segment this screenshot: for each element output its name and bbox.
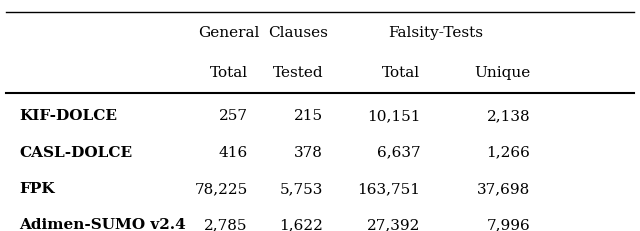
Text: 2,785: 2,785 <box>204 217 248 231</box>
Text: Clauses: Clauses <box>268 26 328 40</box>
Text: General: General <box>198 26 260 40</box>
Text: CASL-DOLCE: CASL-DOLCE <box>19 145 132 159</box>
Text: 1,622: 1,622 <box>279 217 323 231</box>
Text: Total: Total <box>210 66 248 80</box>
Text: 6,637: 6,637 <box>377 145 420 159</box>
Text: 215: 215 <box>294 109 323 123</box>
Text: 7,996: 7,996 <box>486 217 530 231</box>
Text: Falsity-Tests: Falsity-Tests <box>388 26 484 40</box>
Text: 10,151: 10,151 <box>367 109 420 123</box>
Text: 378: 378 <box>294 145 323 159</box>
Text: 27,392: 27,392 <box>367 217 420 231</box>
Text: 78,225: 78,225 <box>195 181 248 195</box>
Text: KIF-DOLCE: KIF-DOLCE <box>19 109 117 123</box>
Text: 5,753: 5,753 <box>280 181 323 195</box>
Text: 163,751: 163,751 <box>357 181 420 195</box>
Text: 416: 416 <box>219 145 248 159</box>
Text: Adimen-SUMO v2.4: Adimen-SUMO v2.4 <box>19 217 186 231</box>
Text: 1,266: 1,266 <box>486 145 530 159</box>
Text: FPK: FPK <box>19 181 54 195</box>
Text: 257: 257 <box>219 109 248 123</box>
Text: Total: Total <box>382 66 420 80</box>
Text: Tested: Tested <box>273 66 323 80</box>
Text: 2,138: 2,138 <box>486 109 530 123</box>
Text: Unique: Unique <box>474 66 530 80</box>
Text: 37,698: 37,698 <box>477 181 530 195</box>
